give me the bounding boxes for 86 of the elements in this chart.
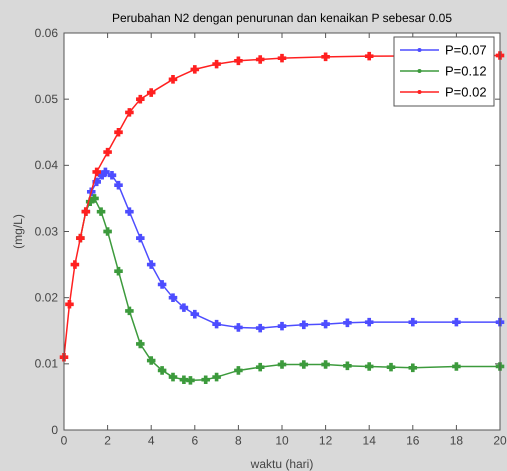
x-tick-label: 20 bbox=[493, 434, 507, 448]
point bbox=[321, 360, 330, 369]
point bbox=[96, 207, 106, 216]
point bbox=[146, 356, 156, 365]
y-tick-label: 0.02 bbox=[34, 290, 58, 305]
y-tick-label: 0.06 bbox=[34, 26, 58, 40]
point bbox=[103, 227, 112, 236]
point bbox=[114, 266, 123, 276]
point bbox=[278, 54, 286, 62]
point bbox=[496, 51, 504, 60]
point bbox=[386, 362, 396, 372]
point bbox=[114, 180, 123, 190]
point bbox=[256, 324, 264, 332]
point bbox=[212, 320, 221, 328]
point bbox=[300, 320, 308, 330]
point bbox=[125, 108, 134, 117]
legend-label: P=0.07 bbox=[445, 42, 487, 58]
chart-title: Perubahan N2 dengan penurunan dan kenaikan P sebesar 0.05 bbox=[112, 11, 452, 25]
point bbox=[408, 364, 418, 372]
point bbox=[186, 376, 195, 385]
x-tick-label: 0 bbox=[60, 434, 68, 448]
point bbox=[212, 372, 221, 382]
x-tick-label: 8 bbox=[235, 434, 242, 448]
x-axis-title: waktu (hari) bbox=[250, 457, 314, 471]
point bbox=[212, 60, 221, 68]
point bbox=[256, 55, 264, 64]
x-tick-label: 6 bbox=[191, 434, 198, 448]
x-tick-label: 14 bbox=[362, 434, 376, 448]
point bbox=[452, 318, 461, 326]
point bbox=[364, 318, 374, 326]
point bbox=[180, 303, 188, 312]
x-tick-label: 12 bbox=[318, 434, 333, 448]
point bbox=[146, 260, 156, 269]
point bbox=[321, 320, 330, 328]
x-tick-label: 16 bbox=[406, 434, 420, 448]
point bbox=[125, 306, 134, 316]
y-tick-label: 0.03 bbox=[34, 224, 58, 238]
point bbox=[278, 322, 286, 330]
point bbox=[496, 318, 504, 326]
point bbox=[108, 170, 116, 180]
point bbox=[136, 340, 145, 348]
y-tick-label: 0 bbox=[51, 422, 58, 437]
point bbox=[146, 88, 156, 97]
x-tick-label: 4 bbox=[148, 434, 155, 448]
y-axis-title: (mg/L) bbox=[11, 214, 25, 249]
point bbox=[65, 300, 74, 309]
legend-label: P=0.12 bbox=[445, 64, 487, 78]
point bbox=[168, 293, 178, 302]
point bbox=[234, 323, 243, 332]
point bbox=[408, 318, 418, 326]
point bbox=[103, 148, 112, 156]
point bbox=[452, 362, 461, 371]
point bbox=[364, 52, 374, 60]
point bbox=[70, 260, 80, 269]
point bbox=[92, 168, 101, 176]
point bbox=[343, 362, 352, 370]
x-tick-label: 2 bbox=[104, 434, 112, 448]
x-tick-label: 10 bbox=[275, 434, 289, 448]
point bbox=[201, 375, 210, 384]
point bbox=[300, 360, 308, 369]
point bbox=[136, 234, 145, 242]
y-tick-label: 0.04 bbox=[34, 158, 58, 172]
point bbox=[234, 56, 243, 66]
y-tick-label: 0.01 bbox=[34, 356, 58, 371]
point bbox=[125, 207, 134, 216]
point bbox=[168, 372, 178, 382]
point bbox=[158, 366, 166, 375]
point bbox=[256, 362, 264, 372]
point bbox=[60, 352, 68, 362]
point bbox=[190, 65, 200, 74]
point bbox=[168, 75, 178, 84]
point bbox=[364, 362, 374, 371]
x-tick-label: 18 bbox=[450, 434, 464, 448]
point bbox=[343, 318, 352, 328]
point bbox=[234, 366, 243, 375]
legend-label: P=0.02 bbox=[445, 84, 487, 100]
point bbox=[158, 280, 166, 289]
point bbox=[496, 362, 504, 371]
point bbox=[136, 94, 145, 104]
point bbox=[90, 194, 99, 203]
point bbox=[101, 168, 110, 176]
point bbox=[278, 360, 286, 369]
point bbox=[321, 52, 330, 62]
point bbox=[190, 310, 200, 318]
point bbox=[114, 128, 123, 137]
y-tick-label: 0.05 bbox=[34, 92, 58, 106]
